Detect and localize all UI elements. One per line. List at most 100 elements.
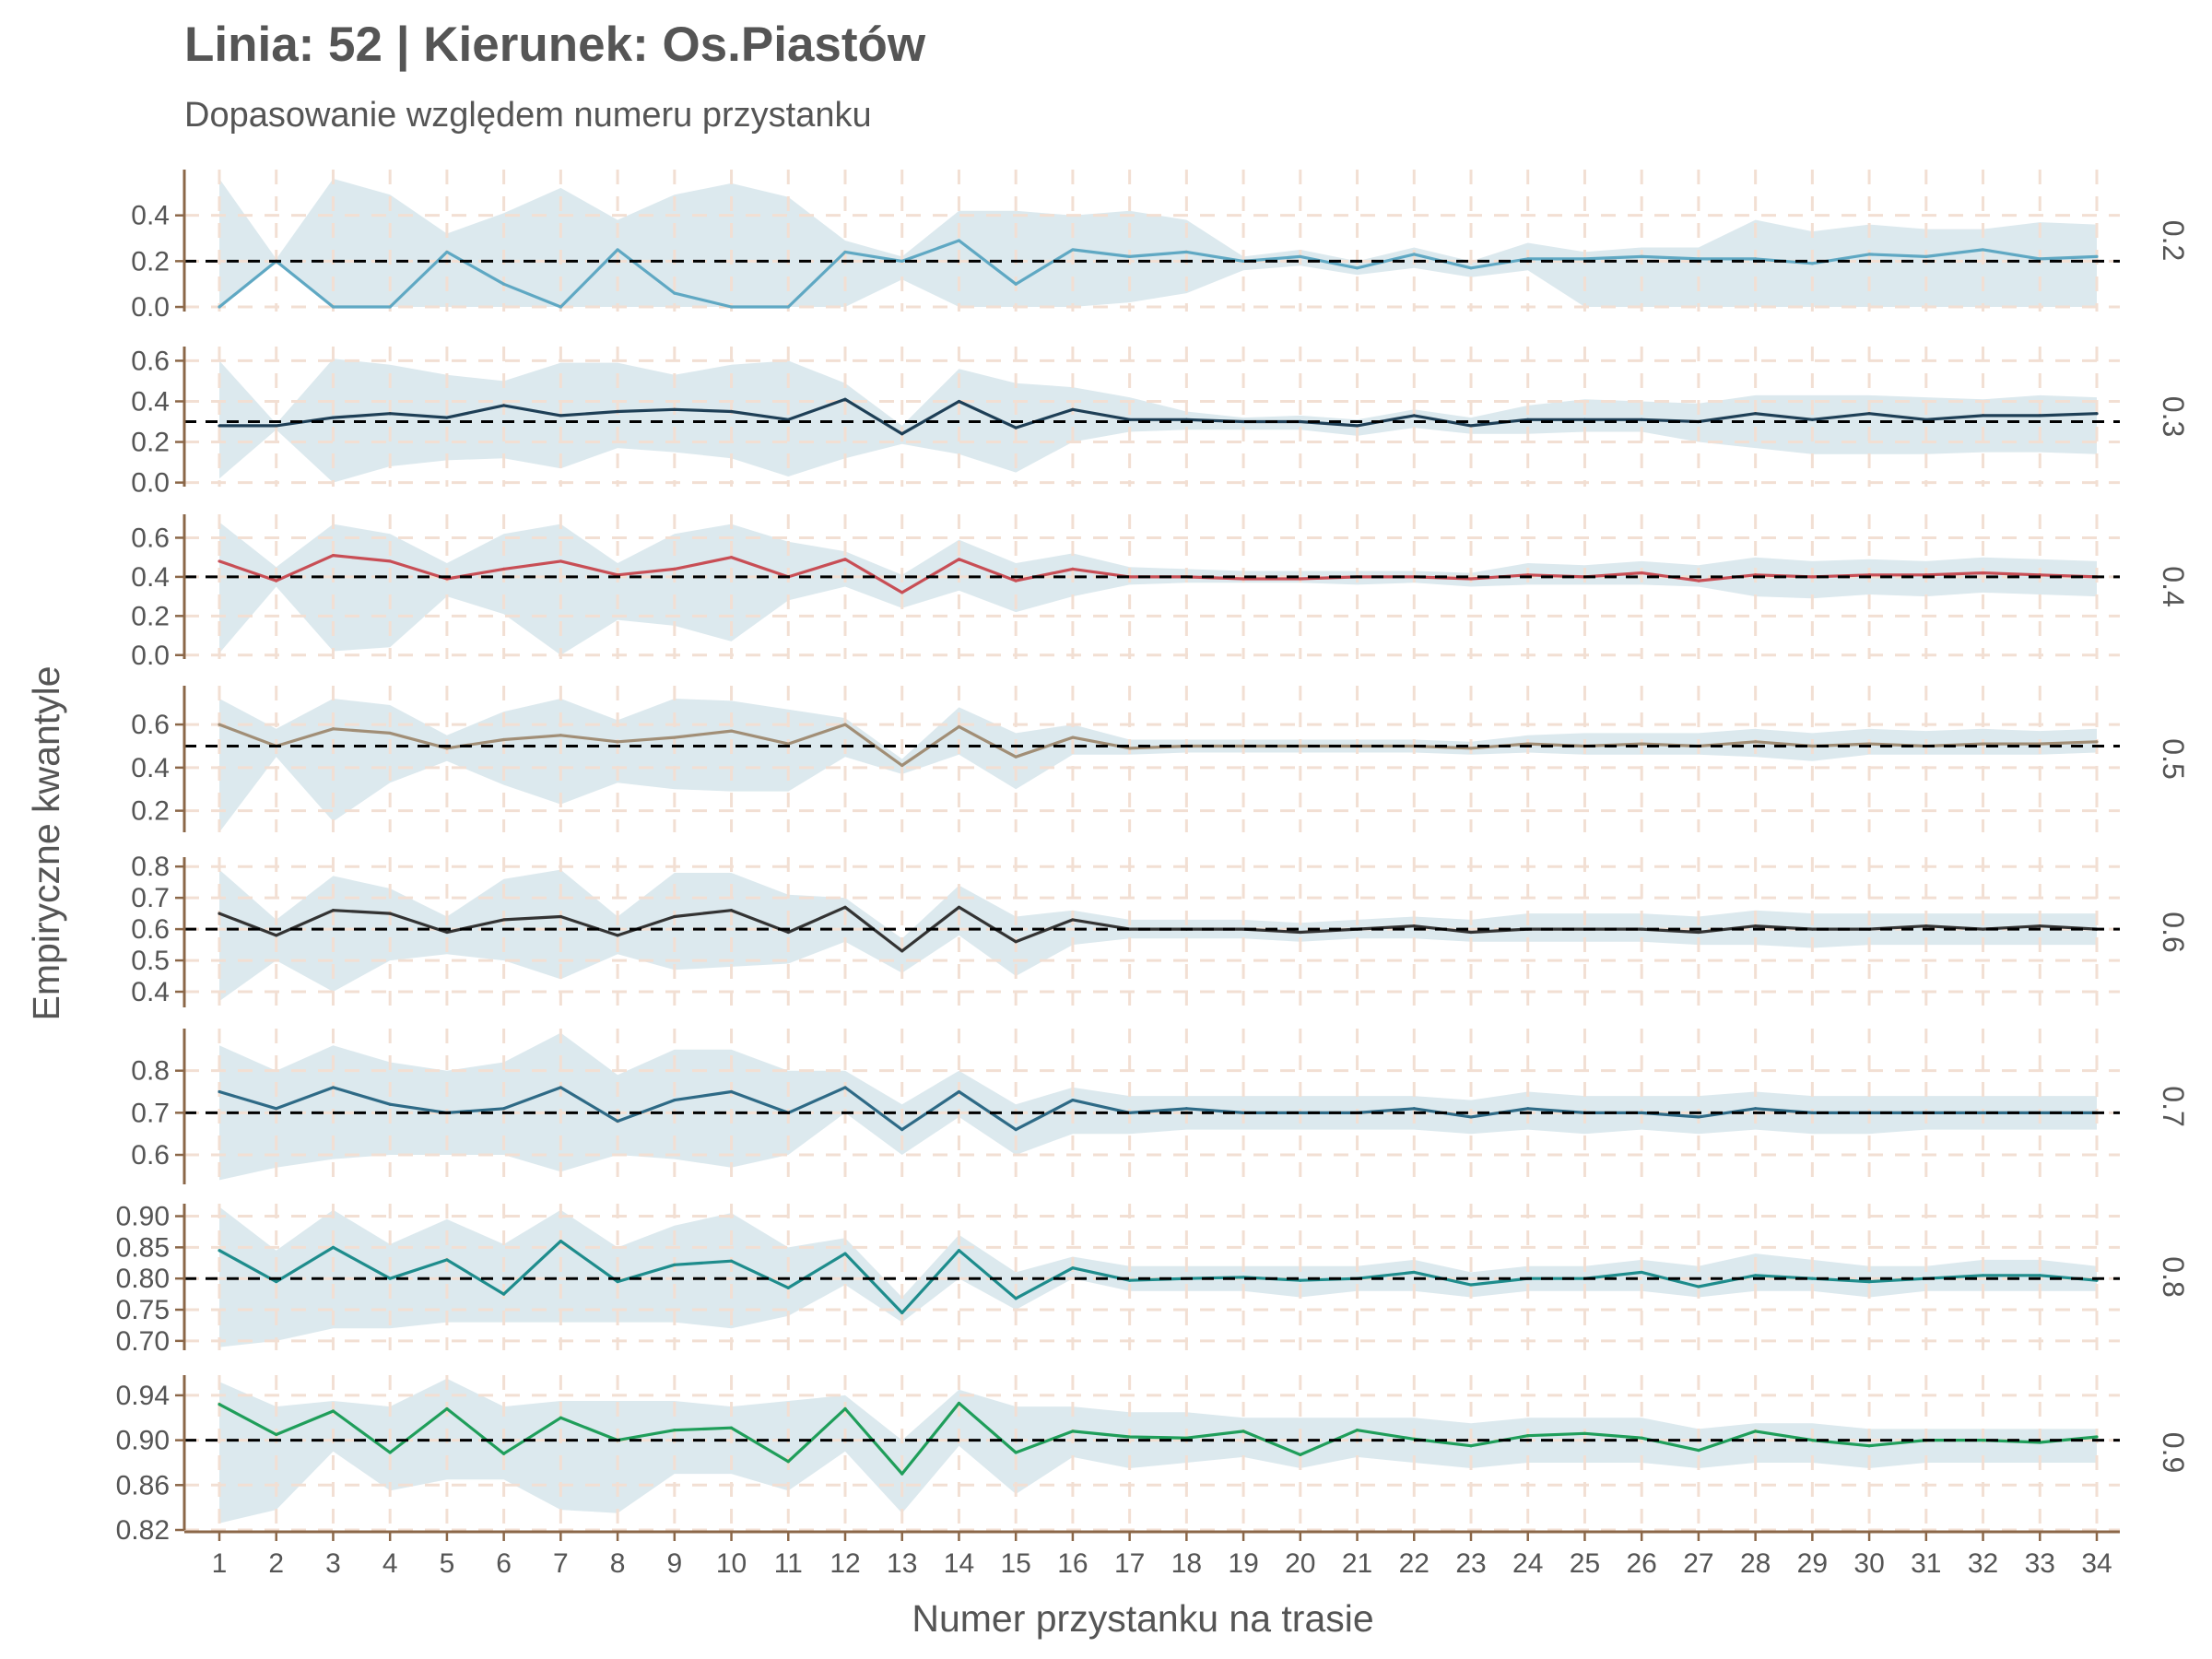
y-tick-label: 0.90 [116, 1426, 170, 1456]
data-point [900, 1311, 904, 1315]
data-point [1469, 266, 1473, 270]
y-tick-label: 0.2 [131, 246, 170, 276]
data-point [1810, 575, 1814, 579]
data-point [1299, 1111, 1302, 1114]
data-point [1128, 254, 1132, 258]
data-point [729, 729, 734, 733]
data-point [1299, 577, 1302, 581]
data-point [275, 579, 278, 582]
x-tick-label: 30 [1853, 1548, 1884, 1579]
x-tick-label: 10 [716, 1548, 747, 1579]
y-tick-label: 0.4 [131, 977, 170, 1007]
data-point [786, 1460, 790, 1464]
y-tick-label: 0.8 [131, 1056, 170, 1087]
x-tick-label: 28 [1740, 1548, 1771, 1579]
data-point [1640, 418, 1643, 421]
y-tick-label: 0.4 [131, 753, 170, 783]
x-tick-label: 31 [1911, 1548, 1941, 1579]
data-point [843, 397, 847, 401]
data-point [1241, 259, 1245, 263]
data-point [1355, 424, 1359, 428]
x-tick-label: 15 [1000, 1548, 1030, 1579]
data-point [1810, 744, 1814, 748]
data-point [1241, 577, 1245, 581]
y-tick-label: 0.70 [116, 1326, 170, 1357]
data-point [1299, 930, 1302, 935]
data-point [388, 305, 392, 309]
data-point [1583, 257, 1587, 261]
data-point [275, 1279, 278, 1284]
y-tick-label: 0.82 [116, 1515, 170, 1546]
data-point [1071, 248, 1075, 252]
data-point [673, 735, 677, 739]
x-tick-label: 13 [887, 1548, 917, 1579]
y-tick-label: 0.7 [131, 1098, 170, 1128]
data-point [1697, 1448, 1700, 1453]
data-point [1241, 1430, 1245, 1433]
data-point [673, 1099, 677, 1102]
data-point [502, 404, 506, 407]
data-point [1469, 747, 1473, 750]
data-point [1014, 1451, 1018, 1454]
data-point [1469, 424, 1473, 428]
data-point [786, 742, 790, 746]
y-axis-title: Empiryczne kwantyle [25, 665, 67, 1020]
x-tick-label: 22 [1399, 1548, 1430, 1579]
data-point [502, 567, 506, 571]
series-line [218, 1086, 2097, 1132]
data-point [900, 763, 904, 768]
data-point [900, 1472, 904, 1476]
data-point [1241, 1276, 1245, 1279]
x-tick-label: 8 [610, 1548, 626, 1579]
data-point [1867, 253, 1871, 256]
data-point [786, 1286, 790, 1289]
data-point [559, 1239, 562, 1243]
facet-ribbon [219, 1032, 2097, 1181]
data-point [2095, 740, 2099, 744]
data-point [2038, 742, 2041, 746]
data-point [388, 731, 392, 735]
axes-layer: 1 2 3 4 5 6 7 8 9 10 11 12 13 14 15 16 17 18 19 20 21 22 23 24 2… [184, 1530, 2120, 1579]
facet-label: 0.7 [2157, 1086, 2190, 1126]
y-tick-label: 0.6 [131, 914, 170, 945]
data-point [1640, 927, 1643, 931]
data-point [1299, 419, 1302, 424]
x-tick-label: 18 [1171, 1548, 1202, 1579]
data-point [445, 250, 449, 254]
facet-0.7: 0.6 0.7 0.8 0.7 [131, 1029, 2190, 1184]
data-point [729, 909, 734, 912]
data-point [388, 1451, 392, 1454]
data-point [843, 1086, 847, 1089]
data-point [1640, 571, 1643, 575]
facet-label: 0.9 [2157, 1432, 2190, 1473]
data-point [559, 1416, 562, 1419]
data-point [1355, 266, 1359, 270]
data-point [1981, 248, 1985, 252]
data-point [331, 1086, 335, 1089]
x-tick-label: 6 [496, 1548, 512, 1579]
data-point [2038, 1274, 2041, 1277]
data-point [2095, 412, 2099, 416]
facet-0.5: 0.2 0.4 0.6 0.5 [131, 686, 2190, 832]
x-tick-label: 2 [268, 1548, 284, 1579]
x-tick-label: 7 [553, 1548, 569, 1579]
x-tick-label: 19 [1228, 1548, 1258, 1579]
data-point [729, 556, 734, 559]
data-point [1867, 412, 1871, 416]
y-tick-label: 0.0 [131, 468, 170, 499]
y-tick-label: 0.4 [131, 562, 170, 593]
data-point [445, 747, 449, 750]
data-point [900, 259, 904, 263]
data-point [1241, 1111, 1245, 1114]
data-point [729, 409, 734, 414]
data-point [1697, 1285, 1700, 1288]
data-point [843, 558, 847, 561]
data-point [1355, 1429, 1359, 1432]
data-point [1981, 1439, 1985, 1442]
data-point [900, 591, 904, 594]
y-tick-label: 0.80 [116, 1264, 170, 1294]
data-point [2038, 257, 2041, 261]
series-line [219, 397, 2098, 436]
data-point [1867, 1444, 1871, 1448]
data-point [957, 724, 961, 729]
